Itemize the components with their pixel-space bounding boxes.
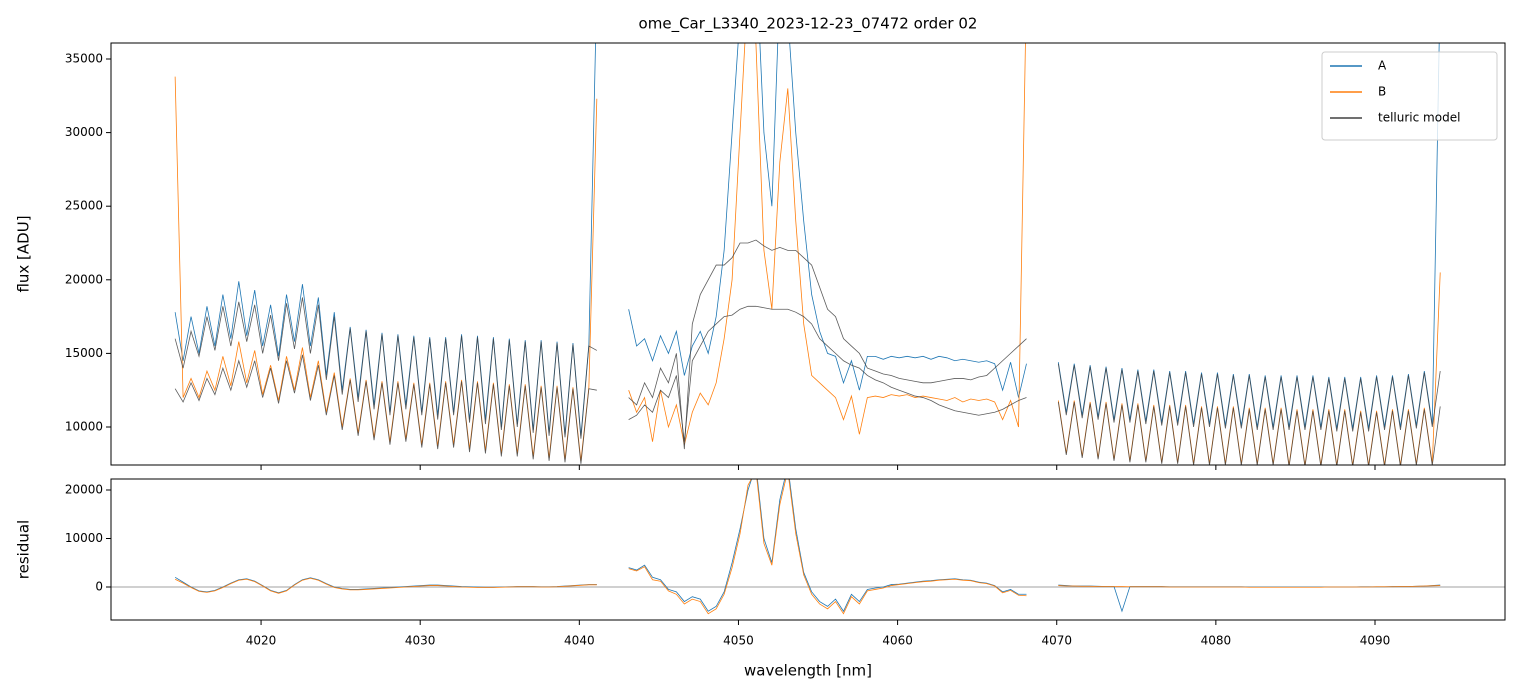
series-line	[174, 305, 1441, 465]
x-axis-label: wavelength [nm]	[744, 662, 872, 680]
legend-label: B	[1378, 85, 1386, 99]
y-tick-label: 20000	[65, 272, 103, 286]
axes-frame	[110, 42, 1506, 466]
y-tick-label: 35000	[65, 52, 103, 66]
chart-title: ome_Car_L3340_2023-12-23_07472 order 02	[639, 15, 978, 34]
y-axis-label: flux [ADU]	[15, 215, 33, 292]
legend-label: A	[1378, 59, 1387, 73]
legend-box	[1321, 51, 1498, 141]
series-line	[174, 43, 1441, 465]
y-tick-label: 15000	[65, 346, 103, 360]
series-line	[174, 239, 1441, 450]
x-tick-label: 4050	[723, 634, 754, 648]
y-tick-label: 25000	[65, 199, 103, 213]
y-tick-label: 20000	[65, 482, 103, 496]
x-tick-label: 4030	[405, 634, 436, 648]
y-tick-label: 30000	[65, 125, 103, 139]
x-tick-label: 4060	[882, 634, 913, 648]
x-tick-label: 4020	[246, 634, 277, 648]
series-line	[174, 479, 1441, 615]
x-tick-label: 4090	[1360, 634, 1391, 648]
y-axis-label: residual	[15, 520, 33, 579]
legend-label: telluric model	[1378, 111, 1460, 125]
x-tick-label: 4070	[1041, 634, 1072, 648]
y-tick-label: 0	[95, 580, 103, 594]
axes-frame	[110, 478, 1506, 621]
plot-area	[111, 479, 1505, 615]
y-tick-label: 10000	[65, 531, 103, 545]
x-tick-label: 4040	[564, 634, 595, 648]
plot-area	[174, 43, 1441, 465]
x-tick-label: 4080	[1201, 634, 1232, 648]
y-tick-label: 10000	[65, 419, 103, 433]
series-line	[174, 43, 1440, 436]
